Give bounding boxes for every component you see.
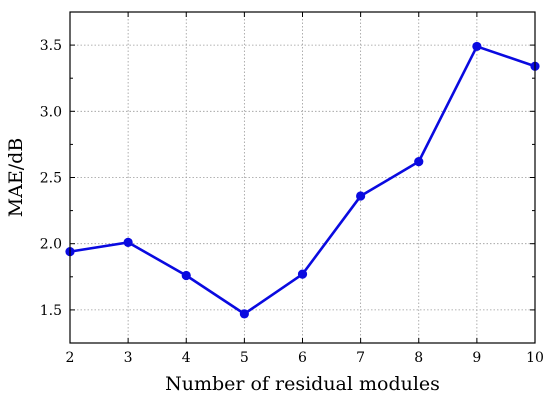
x-tick-label: 3: [124, 350, 133, 366]
data-series: [65, 41, 540, 319]
x-tick-label: 5: [240, 350, 249, 366]
y-tick-label: 2.0: [40, 237, 62, 253]
y-tick-label: 2.5: [40, 171, 62, 187]
x-tick-label: 8: [414, 350, 423, 366]
x-tick-label: 6: [298, 350, 307, 366]
data-point: [472, 41, 482, 52]
x-axis-title: Number of residual modules: [165, 373, 440, 395]
x-tick-label: 10: [526, 350, 544, 366]
data-point: [239, 309, 249, 319]
data-point: [414, 157, 424, 167]
grid-lines: [70, 12, 535, 343]
x-tick-label: 7: [356, 350, 365, 366]
x-tick-label: 4: [182, 350, 191, 366]
y-tick-label: 3.5: [40, 38, 62, 54]
y-axis-title: MAE/dB: [5, 138, 27, 218]
data-point: [181, 270, 191, 281]
y-tick-label: 3.0: [40, 104, 62, 120]
data-point: [356, 191, 366, 201]
x-tick-label: 2: [66, 350, 75, 366]
axis-ticks: 2 3 4 5 6 7 8 9 10 1.5 2.0 2.5 3.0 3.5: [40, 11, 544, 366]
data-point: [123, 237, 133, 247]
x-tick-label: 9: [472, 350, 481, 366]
data-point: [297, 269, 308, 279]
y-tick-label: 1.5: [40, 303, 62, 319]
